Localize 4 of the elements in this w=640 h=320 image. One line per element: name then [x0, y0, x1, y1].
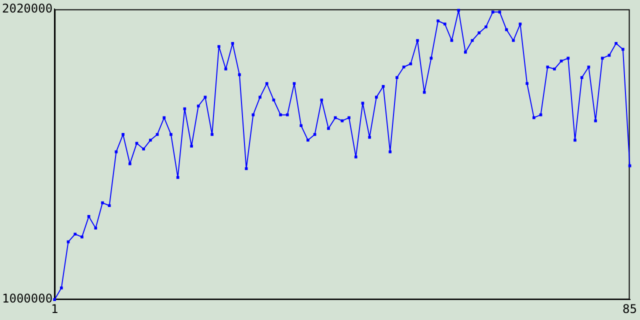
x-tick-label: 1 [50, 302, 58, 316]
x-tick-label: 85 [622, 302, 637, 316]
y-tick-label: 1000000 [2, 292, 53, 306]
y-tick-label: 2020000 [2, 1, 53, 16]
